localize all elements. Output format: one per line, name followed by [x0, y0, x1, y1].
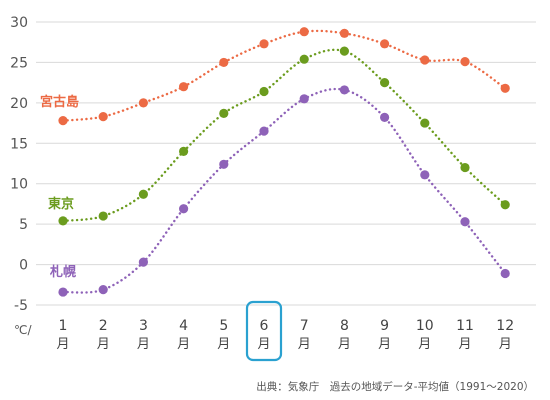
series-label: 宮古島 — [40, 94, 79, 110]
x-tick-unit: 月 — [137, 337, 150, 352]
data-point — [500, 200, 510, 210]
x-tick-unit: 月 — [378, 337, 391, 352]
y-tick-label: 30 — [10, 15, 28, 31]
highlight-frame — [245, 300, 283, 362]
x-tick-number: 8 — [340, 318, 349, 334]
series-2 — [58, 85, 510, 297]
highlight-month-frame — [245, 300, 283, 362]
data-point — [138, 189, 148, 199]
x-tick-unit: 月 — [217, 337, 230, 352]
data-point — [219, 159, 229, 169]
x-tick-number: 4 — [179, 318, 188, 334]
y-unit-label: ℃/ — [14, 323, 32, 337]
data-point — [380, 112, 390, 123]
data-point — [380, 39, 390, 49]
data-point — [179, 82, 189, 92]
x-tick-number: 5 — [219, 318, 228, 334]
x-tick-number: 2 — [99, 318, 108, 334]
data-point — [219, 57, 229, 68]
x-axis-ticks: 1 月 2 月 3 月 4 月 5 月 6 月 7 月 8 月 9 月 10 月 11 月 12 月 — [56, 318, 514, 352]
x-tick-number: 11 — [456, 318, 474, 334]
y-tick-label: 20 — [10, 96, 28, 112]
data-point — [138, 98, 148, 108]
data-point — [179, 146, 189, 156]
data-point — [259, 39, 269, 49]
data-point — [219, 108, 229, 118]
data-point — [420, 118, 430, 128]
x-tick-number: 1 — [59, 318, 68, 334]
data-point — [179, 204, 189, 214]
series-label: 東京 — [48, 196, 74, 212]
x-tick-unit: 月 — [97, 337, 110, 352]
data-point — [259, 86, 269, 97]
data-point — [58, 116, 68, 126]
data-point — [339, 28, 349, 38]
data-point — [500, 268, 510, 279]
data-point — [58, 216, 68, 226]
data-point — [299, 54, 309, 64]
gridlines — [36, 21, 536, 306]
series-group — [58, 27, 510, 297]
data-point — [339, 85, 349, 95]
x-tick-unit: 月 — [418, 337, 431, 352]
data-point — [460, 217, 470, 227]
data-point — [460, 162, 470, 173]
y-axis-ticks: -5 0 5 10 15 20 25 30 — [10, 15, 28, 314]
series-line — [61, 48, 507, 223]
x-tick-number: 12 — [496, 318, 514, 334]
data-point — [299, 27, 309, 37]
y-tick-label: 15 — [10, 136, 28, 152]
source-note: 出典：気象庁 過去の地域データ-平均値（1991〜2020） — [256, 380, 534, 393]
x-tick-number: 9 — [380, 318, 389, 334]
x-tick-unit: 月 — [298, 337, 311, 352]
series-1 — [58, 46, 510, 226]
x-tick-number: 10 — [416, 318, 434, 334]
data-point — [500, 83, 510, 93]
data-point — [339, 46, 349, 56]
data-point — [460, 57, 470, 67]
x-tick-unit: 月 — [499, 337, 512, 352]
y-tick-label: -5 — [14, 298, 28, 314]
data-point — [299, 94, 309, 104]
y-tick-label: 0 — [19, 258, 28, 274]
data-point — [58, 287, 68, 297]
x-tick-unit: 月 — [338, 337, 351, 352]
x-tick-unit: 月 — [56, 337, 69, 352]
data-point — [380, 78, 390, 88]
data-point — [98, 285, 108, 295]
data-point — [138, 257, 148, 267]
y-tick-label: 10 — [10, 177, 28, 193]
data-point — [420, 170, 430, 180]
series-line — [61, 87, 507, 294]
x-tick-number: 6 — [260, 318, 269, 334]
y-tick-label: 5 — [19, 217, 28, 233]
y-tick-label: 25 — [10, 55, 28, 71]
data-point — [259, 126, 269, 136]
x-tick-unit: 月 — [257, 337, 270, 352]
data-point — [98, 112, 108, 122]
series-0 — [58, 27, 510, 126]
x-tick-number: 3 — [139, 318, 148, 334]
x-tick-unit: 月 — [458, 337, 471, 352]
x-tick-unit: 月 — [177, 337, 190, 352]
x-tick-number: 7 — [300, 318, 309, 334]
data-point — [420, 55, 430, 65]
data-point — [98, 211, 108, 221]
series-label: 札幌 — [49, 264, 76, 280]
